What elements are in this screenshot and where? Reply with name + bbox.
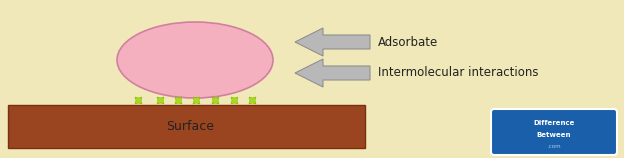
Text: Between: Between	[537, 132, 571, 138]
Text: Adsorbate: Adsorbate	[378, 36, 438, 49]
Ellipse shape	[117, 22, 273, 98]
Bar	[8, 105, 365, 148]
Text: .com: .com	[547, 143, 561, 149]
Polygon shape	[295, 28, 370, 56]
Text: Difference: Difference	[534, 120, 575, 126]
FancyBboxPatch shape	[491, 109, 617, 155]
Text: Surface: Surface	[166, 119, 214, 133]
Text: Intermolecular interactions: Intermolecular interactions	[378, 67, 539, 79]
Polygon shape	[295, 59, 370, 87]
